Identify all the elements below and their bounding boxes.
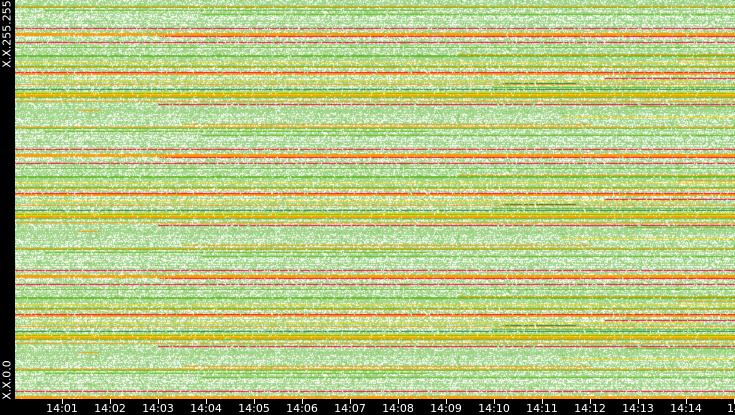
x-tick xyxy=(590,399,591,404)
x-tick-label: 14:12 xyxy=(574,402,606,415)
x-tick xyxy=(254,399,255,404)
heatmap-canvas[interactable] xyxy=(15,0,735,399)
x-tick xyxy=(302,399,303,404)
x-tick-label: 14 xyxy=(727,402,735,415)
x-tick-label: 14:10 xyxy=(478,402,510,415)
x-tick xyxy=(494,399,495,404)
x-tick-label: 14:06 xyxy=(286,402,318,415)
x-tick xyxy=(350,399,351,404)
x-tick-label: 14:07 xyxy=(334,402,366,415)
x-tick-label: 14:05 xyxy=(238,402,270,415)
x-tick xyxy=(62,399,63,404)
x-tick-label: 14:03 xyxy=(142,402,174,415)
x-tick-label: 14:01 xyxy=(46,402,78,415)
x-tick-label: 14:08 xyxy=(382,402,414,415)
x-tick xyxy=(686,399,687,404)
y-label-bottom: X.X.0.0 xyxy=(0,360,14,400)
x-tick-label: 14:04 xyxy=(190,402,222,415)
x-tick-label: 14:13 xyxy=(622,402,654,415)
y-label-top: X.X.255.255 xyxy=(0,0,14,68)
x-tick xyxy=(158,399,159,404)
x-tick-label: 14:09 xyxy=(430,402,462,415)
x-tick xyxy=(638,399,639,404)
x-tick xyxy=(110,399,111,404)
x-tick xyxy=(398,399,399,404)
x-tick xyxy=(542,399,543,404)
x-tick xyxy=(446,399,447,404)
x-tick-label: 14:14 xyxy=(670,402,702,415)
x-tick xyxy=(206,399,207,404)
x-tick-label: 14:02 xyxy=(94,402,126,415)
x-tick-label: 14:11 xyxy=(526,402,558,415)
